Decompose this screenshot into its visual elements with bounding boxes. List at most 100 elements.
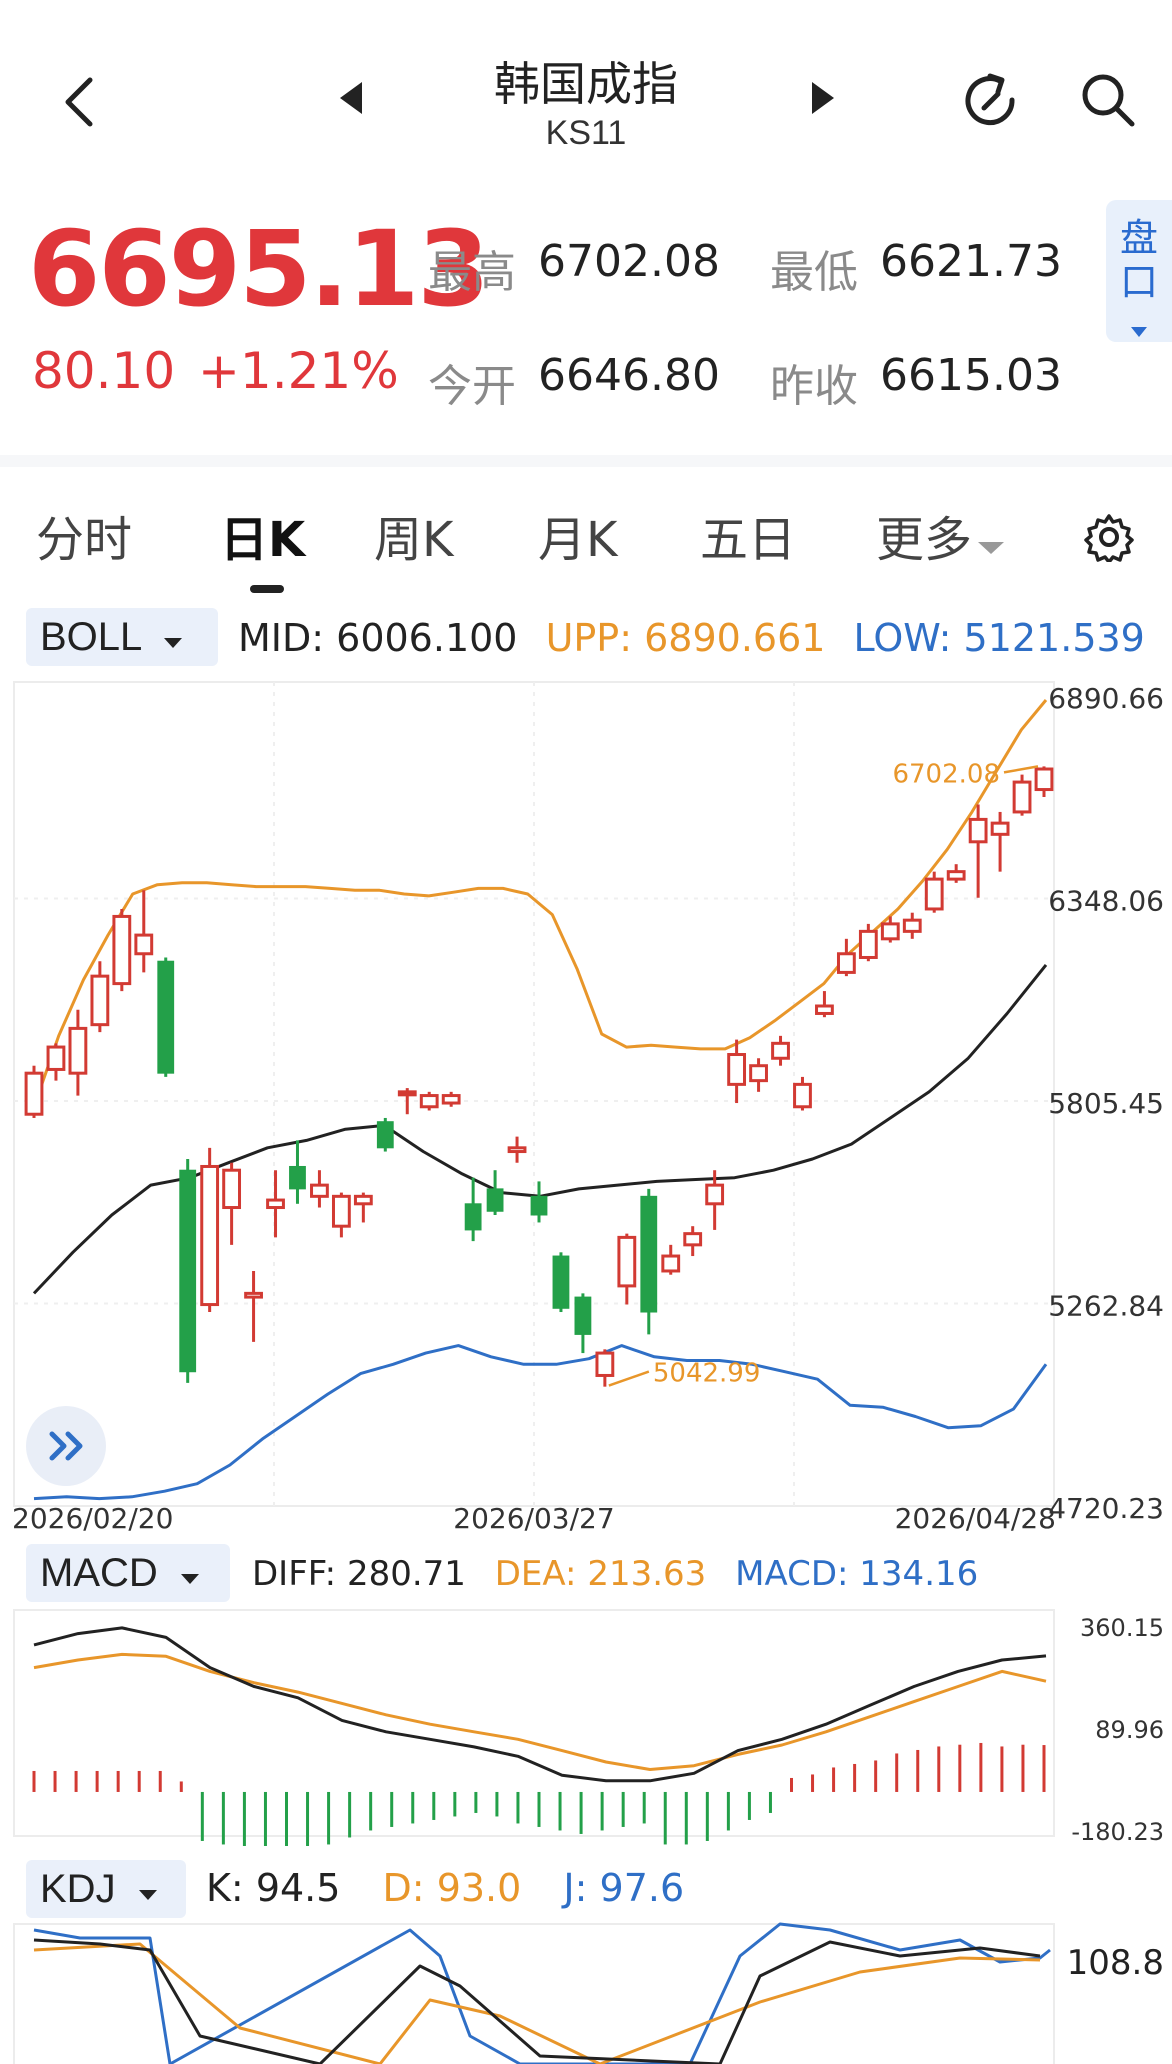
kdj-k-value: 94.5 bbox=[255, 1866, 341, 1910]
candle-body bbox=[376, 1121, 394, 1149]
expand-button[interactable] bbox=[26, 1406, 106, 1486]
kdj-chart: 108.8 bbox=[13, 1922, 1164, 2064]
active-tab-indicator bbox=[250, 585, 284, 593]
candle-body bbox=[266, 1198, 285, 1210]
boll-upp-label: UPP: bbox=[545, 616, 633, 660]
candle-body bbox=[595, 1351, 615, 1377]
macd-dea-value: 213.63 bbox=[587, 1554, 707, 1594]
boll-indicator-name: BOLL bbox=[40, 615, 141, 659]
pankou-button[interactable]: 盘 口 bbox=[1106, 200, 1172, 342]
high-marker-label: 6702.08 bbox=[892, 759, 1000, 789]
macd-diff-label: DIFF: bbox=[252, 1554, 337, 1594]
caret-down-icon bbox=[978, 542, 1005, 554]
boll-mid-label: MID: bbox=[238, 616, 325, 660]
price-change: 80.10 bbox=[32, 342, 176, 400]
macd-indicator-dropdown[interactable]: MACD bbox=[26, 1544, 230, 1602]
candle-body bbox=[617, 1235, 637, 1288]
candle-body bbox=[946, 870, 966, 881]
macd-y-tick-label: 89.96 bbox=[1095, 1716, 1164, 1744]
double-chevron-right-icon bbox=[49, 1431, 83, 1461]
x-tick-label: 2026/04/28 bbox=[895, 1502, 1056, 1535]
boll-upper-line bbox=[32, 699, 1048, 1108]
kdj-indicator-name: KDJ bbox=[40, 1867, 116, 1911]
macd-macd-value: 134.16 bbox=[859, 1554, 979, 1594]
kdj-frame bbox=[13, 1923, 1055, 2064]
boll-low-value: 5121.539 bbox=[963, 616, 1145, 660]
candle-body bbox=[68, 1026, 88, 1075]
low-marker-label: 5042.99 bbox=[653, 1359, 761, 1389]
next-arrow-icon[interactable] bbox=[808, 80, 838, 116]
boll-indicator-dropdown[interactable]: BOLL bbox=[26, 608, 218, 666]
boll-lower-line bbox=[33, 1344, 1048, 1501]
low-marker-line bbox=[608, 1370, 650, 1387]
candlestick-chart[interactable]: 6702.08 5042.99 6890.66 6348.06 5805.45 5262… bbox=[0, 676, 1172, 1536]
candle-body bbox=[353, 1194, 373, 1206]
tab-monthly-k[interactable]: 月K bbox=[538, 512, 618, 568]
candle-body bbox=[836, 952, 856, 974]
y-tick-label: 6890.66 bbox=[1048, 682, 1164, 715]
candle-body bbox=[112, 914, 132, 986]
candle-body bbox=[683, 1232, 703, 1247]
candle-body bbox=[661, 1254, 681, 1273]
kdj-d-value: 93.0 bbox=[436, 1866, 522, 1910]
candle-body bbox=[727, 1053, 747, 1086]
macd-macd-label: MACD: bbox=[735, 1554, 849, 1594]
open-value: 6646.80 bbox=[538, 350, 720, 401]
tab-weekly-k[interactable]: 周K bbox=[374, 512, 454, 568]
boll-upp-value: 6890.661 bbox=[644, 616, 826, 660]
back-icon[interactable] bbox=[60, 76, 96, 128]
settings-gear-icon[interactable] bbox=[1084, 512, 1134, 562]
search-icon[interactable] bbox=[1078, 70, 1138, 130]
candle-body bbox=[530, 1195, 548, 1216]
macd-diff-value: 280.71 bbox=[346, 1554, 466, 1594]
candle-body bbox=[640, 1195, 658, 1313]
candle-body bbox=[289, 1165, 306, 1190]
candle-body bbox=[574, 1296, 592, 1335]
macd-frame bbox=[13, 1609, 1055, 1837]
kdj-y-tick-label: 108.8 bbox=[1067, 1943, 1164, 1983]
tab-five-day[interactable]: 五日 bbox=[700, 512, 797, 568]
high-label: 最高 bbox=[428, 247, 516, 298]
macd-indicator-name: MACD bbox=[40, 1551, 158, 1595]
tab-more[interactable]: 更多 bbox=[876, 500, 1006, 570]
candle-body bbox=[507, 1146, 527, 1154]
open-label: 今开 bbox=[428, 361, 516, 412]
kdj-d-label: D: bbox=[382, 1866, 425, 1910]
page-title: 韩国成指 bbox=[494, 57, 678, 111]
divider bbox=[0, 455, 1172, 467]
caret-down-icon bbox=[163, 638, 182, 648]
kdj-legend: K: 94.5 D: 93.0 J: 97.6 bbox=[206, 1866, 684, 1910]
candle-body bbox=[200, 1164, 220, 1307]
prev-arrow-icon[interactable] bbox=[336, 80, 366, 116]
kdj-indicator-dropdown[interactable]: KDJ bbox=[26, 1860, 186, 1918]
y-tick-label: 5262.84 bbox=[1048, 1289, 1164, 1322]
candle-body bbox=[157, 960, 175, 1074]
tab-daily-k[interactable]: 日K bbox=[220, 512, 306, 568]
candle-body bbox=[793, 1082, 812, 1109]
x-tick-label: 2026/02/20 bbox=[12, 1502, 173, 1535]
price-change-pct: +1.21% bbox=[198, 342, 399, 400]
pankou-label-1: 盘 bbox=[1119, 216, 1158, 260]
candle-body bbox=[222, 1168, 242, 1210]
candle-body bbox=[134, 933, 154, 956]
candle-body bbox=[397, 1090, 417, 1097]
macd-legend: DIFF: 280.71 DEA: 213.63 MACD: 134.16 bbox=[252, 1554, 978, 1594]
candle-body bbox=[749, 1064, 768, 1083]
candle-body bbox=[815, 1004, 834, 1015]
kdj-k-line bbox=[33, 1938, 1041, 2064]
caret-down-icon bbox=[138, 1890, 157, 1900]
low-value: 6621.73 bbox=[880, 236, 1062, 287]
boll-low-label: LOW: bbox=[853, 616, 952, 660]
kdj-j-line bbox=[33, 1922, 1051, 2064]
y-tick-label: 4720.23 bbox=[1048, 1492, 1164, 1525]
y-tick-label: 5805.45 bbox=[1048, 1087, 1164, 1120]
top-bar: 韩国成指 KS11 bbox=[0, 0, 1172, 200]
high-value: 6702.08 bbox=[538, 236, 720, 287]
candle-body bbox=[441, 1094, 461, 1105]
refresh-icon[interactable] bbox=[960, 70, 1022, 132]
tab-intraday[interactable]: 分时 bbox=[36, 512, 133, 568]
candle-body bbox=[179, 1169, 197, 1373]
pankou-label-2: 口 bbox=[1119, 260, 1158, 304]
boll-mid-value: 6006.100 bbox=[336, 616, 518, 660]
candle-body bbox=[310, 1183, 329, 1198]
